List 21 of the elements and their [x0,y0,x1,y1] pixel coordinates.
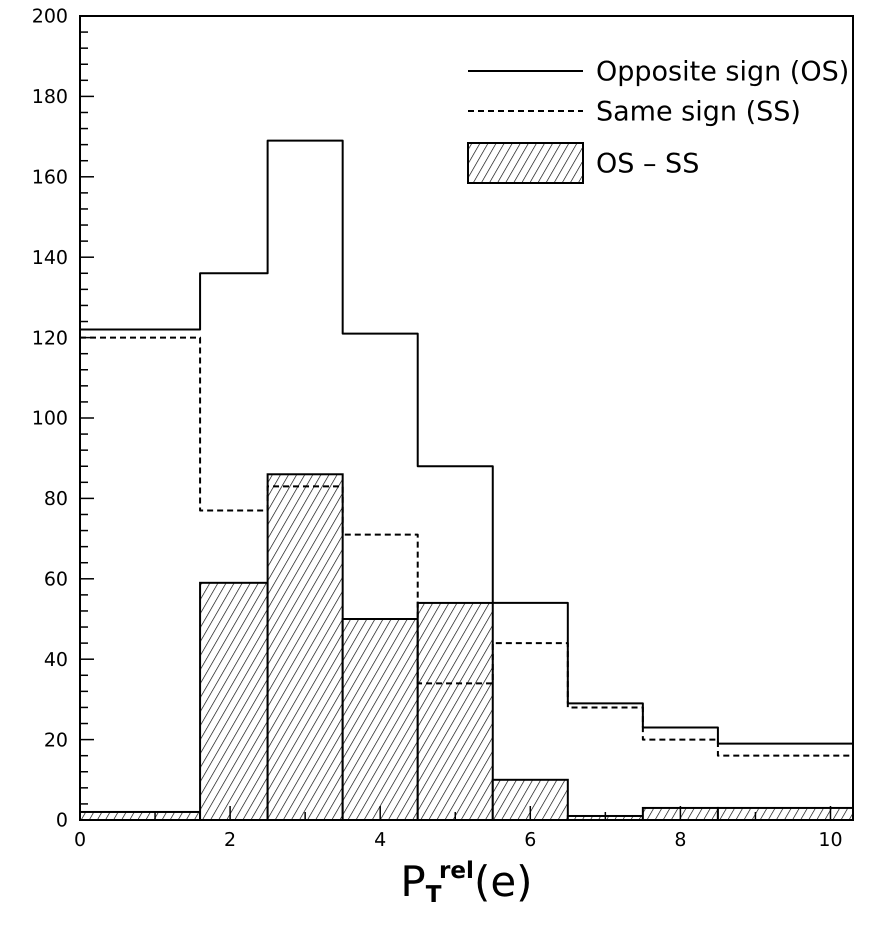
y-tick-label: 160 [32,166,68,188]
y-tick-label: 120 [32,327,68,350]
x-tick-label: 6 [524,829,536,851]
legend-label: Same sign (SS) [596,96,801,128]
legend-label: OS – SS [596,148,700,180]
y-tick-label: 20 [44,729,68,752]
y-tick-label: 100 [32,408,68,430]
y-tick-label: 180 [32,86,68,108]
y-tick-label: 200 [32,6,68,28]
y-tick-label: 80 [44,488,68,510]
x-tick-label: 0 [74,829,86,851]
y-tick-label: 40 [44,648,68,671]
x-tick-label: 4 [374,829,386,851]
x-tick-label: 2 [224,829,236,851]
x-tick-label: 8 [674,829,686,851]
x-tick-label: 10 [818,829,843,851]
legend-label: Opposite sign (OS) [596,56,850,88]
y-tick-label: 60 [44,568,68,590]
y-tick-label: 0 [56,810,68,832]
x-axis-title: P$_{T}$$^{rel}$(e) [400,857,533,908]
y-tick-label: 140 [32,246,68,269]
